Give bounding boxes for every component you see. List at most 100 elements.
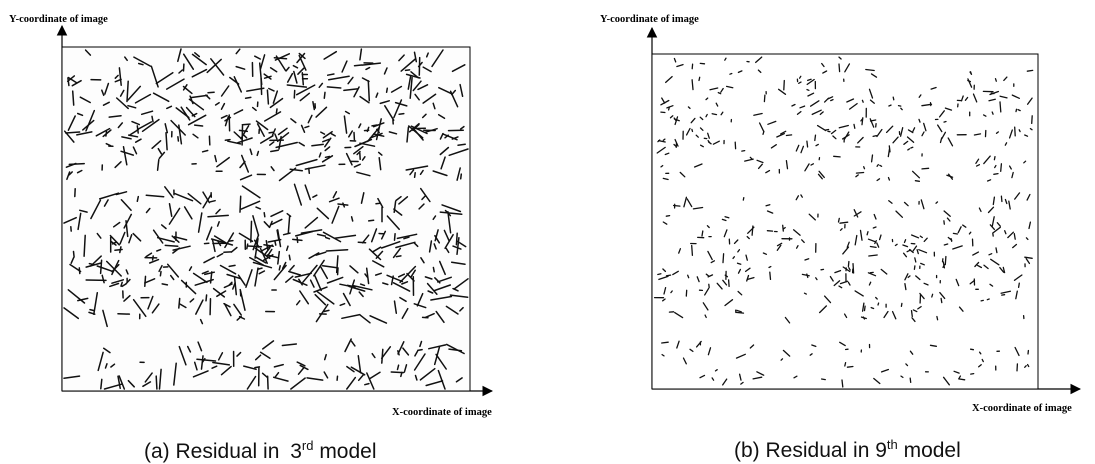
panel-b-residual-vector bbox=[952, 245, 963, 250]
panel-b-residual-vector bbox=[940, 297, 943, 304]
panel-a-residual-vector bbox=[235, 48, 241, 55]
panel-a-residual-vector bbox=[169, 274, 175, 281]
panel-a-residual-vector bbox=[192, 370, 209, 378]
panel-b-residual-vector bbox=[744, 267, 751, 273]
panel-a-residual-vector bbox=[101, 274, 105, 284]
panel-a-residual-vector bbox=[404, 69, 411, 72]
panel-b-residual-vector bbox=[987, 206, 995, 214]
panel-b-residual-vector bbox=[822, 70, 828, 74]
panel-a-residual-vector bbox=[445, 247, 450, 254]
panel-b-residual-vector bbox=[804, 163, 810, 172]
panel-b-residual-vector bbox=[894, 243, 898, 247]
panel-a-residual-vector bbox=[117, 375, 121, 390]
panel-a-residual-vector bbox=[299, 92, 311, 102]
panel-b-residual-vector bbox=[720, 87, 724, 93]
panel-b-residual-vector bbox=[795, 245, 799, 249]
panel-b-residual-vector bbox=[691, 128, 694, 133]
panel-a-residual-vector bbox=[137, 62, 144, 66]
panel-b-residual-vector bbox=[720, 111, 724, 116]
panel-a-residual-vector bbox=[298, 52, 306, 60]
panel-b-residual-vector bbox=[815, 143, 819, 147]
panel-a-residual-vector bbox=[377, 197, 384, 209]
panel-b-residual-vector bbox=[768, 265, 772, 269]
panel-b-residual-vector bbox=[1008, 200, 1011, 210]
panel-b-residual-vector bbox=[843, 313, 848, 319]
panel-a-residual-vector bbox=[118, 67, 122, 86]
panel-b-residual-vector bbox=[724, 216, 730, 219]
panel-a-residual-vector bbox=[102, 309, 108, 328]
panel-b-residual-vector bbox=[999, 95, 1008, 99]
panel-a-residual-vector bbox=[298, 278, 303, 286]
panel-a-residual-vector bbox=[421, 195, 427, 201]
panel-a-residual-vector bbox=[144, 275, 147, 288]
panel-a-residual-vector bbox=[156, 158, 160, 171]
panel-b-residual-vector bbox=[656, 146, 666, 154]
panel-b-residual-vector bbox=[994, 164, 997, 169]
panel-b-residual-vector bbox=[919, 292, 925, 300]
panel-a-residual-vector bbox=[151, 140, 162, 150]
panel-b-residual-vector bbox=[883, 310, 889, 319]
panel-a-residual-vector bbox=[435, 310, 445, 324]
panel-b-residual-vector bbox=[904, 282, 907, 291]
panel-a-residual-vector bbox=[368, 248, 382, 261]
panel-a-residual-vector bbox=[414, 350, 419, 357]
panel-a-residual-vector bbox=[127, 379, 135, 388]
panel-a-residual-vector bbox=[160, 224, 167, 230]
panel-b-residual-vector bbox=[746, 274, 750, 282]
panel-a-residual-vector bbox=[424, 312, 435, 319]
panel-b-residual-vector bbox=[853, 211, 862, 217]
panel-b-residual-vector bbox=[776, 242, 783, 247]
panel-a-residual-vector bbox=[315, 106, 328, 118]
panel-b-residual-vector bbox=[692, 206, 704, 210]
panel-a-residual-vector bbox=[442, 133, 458, 141]
panel-b-residual-vector bbox=[909, 350, 914, 355]
panel-a-residual-vector bbox=[82, 119, 95, 131]
panel-b-residual-vector bbox=[806, 140, 809, 148]
panel-a-residual-vector bbox=[67, 115, 76, 131]
panel-a-residual-vector bbox=[203, 256, 215, 264]
panel-b-residual-vector bbox=[809, 353, 813, 356]
panel-a-residual-vector bbox=[227, 140, 242, 145]
panel-a-residual-vector bbox=[71, 90, 75, 106]
panel-b-residual-vector bbox=[854, 290, 864, 297]
panel-b-residual-vector bbox=[868, 254, 878, 257]
panel-b-residual-vector bbox=[867, 238, 876, 243]
panel-b-residual-vector bbox=[732, 256, 736, 260]
panel-b-residual-vector bbox=[690, 117, 696, 124]
panel-b-residual-vector bbox=[806, 88, 810, 91]
panel-b-residual-vector bbox=[947, 173, 954, 180]
panel-b-residual-vector bbox=[839, 221, 849, 224]
panel-a-residual-vector bbox=[144, 372, 153, 383]
panel-b-residual-vector bbox=[686, 198, 693, 208]
panel-b-residual-vector bbox=[1026, 69, 1034, 72]
panel-a-residual-vector bbox=[420, 257, 425, 264]
panel-a-residual-vector bbox=[395, 255, 402, 258]
panel-a-residual-vector bbox=[409, 76, 413, 99]
panel-b-residual-vector bbox=[1000, 195, 1003, 203]
panel-b-residual-vector bbox=[705, 113, 708, 118]
panel-a-residual-vector bbox=[164, 244, 179, 247]
panel-b-residual-vector bbox=[762, 130, 765, 135]
panel-a-residual-vector bbox=[427, 290, 434, 294]
panel-a-caption-main: (a) Residual in bbox=[144, 440, 285, 463]
panel-b-residual-vector bbox=[916, 249, 919, 255]
panel-a-residual-vector bbox=[347, 76, 354, 85]
panel-b-residual-vector bbox=[1000, 290, 1012, 294]
panel-a-residual-vector bbox=[249, 256, 264, 266]
panel-a-residual-vector bbox=[134, 93, 152, 104]
panel-b-residual-vector bbox=[891, 310, 897, 320]
panel-a-residual-vector bbox=[179, 303, 187, 309]
panel-a-residual-vector bbox=[359, 283, 366, 287]
panel-a-residual-vector bbox=[273, 264, 287, 281]
panel-a-residual-vector bbox=[117, 122, 124, 129]
panel-b-residual-vector bbox=[780, 130, 787, 135]
panel-b-residual-vector bbox=[873, 213, 877, 220]
panel-a-residual-vector bbox=[205, 94, 211, 100]
panel-a-residual-vector bbox=[151, 115, 154, 123]
panel-a-residual-vector bbox=[263, 111, 282, 122]
panel-a-residual-vector bbox=[101, 89, 105, 97]
panel-b-residual-vector bbox=[735, 311, 745, 314]
panel-a-residual-vector bbox=[217, 352, 224, 361]
panel-b-residual-vector bbox=[735, 353, 746, 359]
panel-a-residual-vector bbox=[396, 233, 418, 240]
